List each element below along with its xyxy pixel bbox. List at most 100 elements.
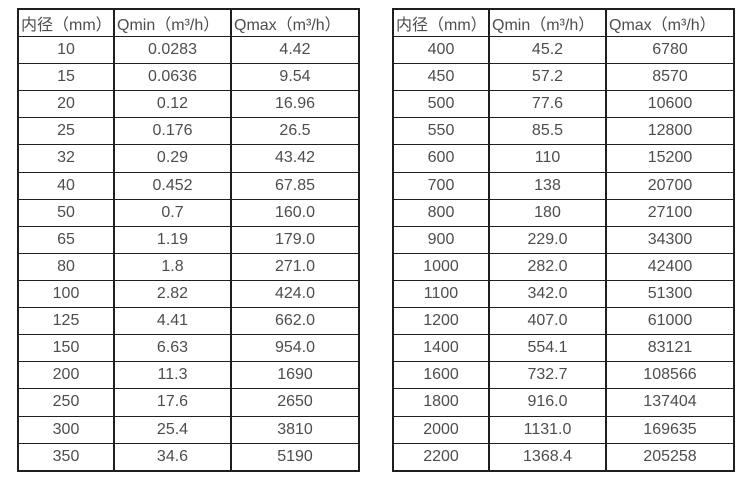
table-row: 80 1.8 271.0 (17, 252, 360, 281)
table-row: 20 0.12 16.96 (17, 90, 360, 119)
table-cell: 4.41 (113, 307, 232, 336)
table-cell: 550 (392, 117, 490, 146)
table-row: 1800 916.0 137404 (392, 388, 735, 417)
table-row: 150 6.63 954.0 (17, 334, 360, 363)
table-row: 40 0.452 67.85 (17, 171, 360, 200)
table-cell: 110 (488, 144, 607, 173)
table-row: 10 0.0283 4.42 (17, 35, 360, 65)
table-row: 200 11.3 1690 (17, 361, 360, 390)
table-row: 32 0.29 43.42 (17, 144, 360, 173)
table-cell: 57.2 (488, 63, 607, 92)
table-cell: 342.0 (488, 279, 607, 309)
table-row: 1400 554.1 83121 (392, 334, 735, 363)
table-cell: 300 (17, 415, 115, 444)
table-cell: 80 (17, 252, 115, 281)
table-cell: 45.2 (488, 35, 607, 65)
table-cell: 2.82 (113, 279, 232, 309)
table-row: 700 138 20700 (392, 171, 735, 200)
table-cell: 900 (392, 225, 490, 254)
table-row: 250 17.6 2650 (17, 388, 360, 417)
table-row: 600 110 15200 (392, 144, 735, 173)
table-cell: 0.29 (113, 144, 232, 173)
table-cell: 916.0 (488, 388, 607, 417)
table-cell: 51300 (605, 279, 735, 309)
table-cell: 954.0 (230, 334, 360, 363)
header-row: 内径（mm） Qmin（m³/h） Qmax（m³/h） (392, 8, 735, 37)
flow-table-right: 内径（mm） Qmin（m³/h） Qmax（m³/h） 400 45.2 6780 450… (392, 8, 735, 472)
table-cell: 1368.4 (488, 442, 607, 472)
table-cell: 20 (17, 90, 115, 119)
table-cell: 1100 (392, 279, 490, 309)
table-cell: 450 (392, 63, 490, 92)
table-cell: 1.8 (113, 252, 232, 281)
table-row: 900 229.0 34300 (392, 225, 735, 254)
table-row: 1600 732.7 108566 (392, 361, 735, 390)
table-cell: 65 (17, 225, 115, 254)
table-cell: 25 (17, 117, 115, 146)
table-row: 400 45.2 6780 (392, 35, 735, 65)
table-cell: 67.85 (230, 171, 360, 200)
table-row: 2200 1368.4 205258 (392, 442, 735, 472)
table-cell: 100 (17, 279, 115, 309)
table-cell: 500 (392, 90, 490, 119)
header-cell: 内径（mm） (17, 8, 115, 37)
table-cell: 400 (392, 35, 490, 65)
table-cell: 180 (488, 198, 607, 227)
table-cell: 662.0 (230, 307, 360, 336)
header-cell: Qmax（m³/h） (605, 8, 735, 37)
table-cell: 108566 (605, 361, 735, 390)
table-cell: 700 (392, 171, 490, 200)
table-cell: 407.0 (488, 307, 607, 336)
table-cell: 0.0283 (113, 35, 232, 65)
table-cell: 10600 (605, 90, 735, 119)
table-row: 800 180 27100 (392, 198, 735, 227)
table-row: 350 34.6 5190 (17, 442, 360, 472)
table-cell: 85.5 (488, 117, 607, 146)
table-cell: 42400 (605, 252, 735, 281)
table-cell: 160.0 (230, 198, 360, 227)
table-cell: 179.0 (230, 225, 360, 254)
table-cell: 43.42 (230, 144, 360, 173)
table-cell: 6.63 (113, 334, 232, 363)
table-cell: 15200 (605, 144, 735, 173)
table-cell: 8570 (605, 63, 735, 92)
table-cell: 34300 (605, 225, 735, 254)
table-cell: 61000 (605, 307, 735, 336)
table-cell: 2200 (392, 442, 490, 472)
table-cell: 3810 (230, 415, 360, 444)
header-cell: Qmax（m³/h） (230, 8, 360, 37)
table-cell: 32 (17, 144, 115, 173)
table-cell: 554.1 (488, 334, 607, 363)
table-row: 65 1.19 179.0 (17, 225, 360, 254)
table-row: 25 0.176 26.5 (17, 117, 360, 146)
table-cell: 0.452 (113, 171, 232, 200)
table-cell: 229.0 (488, 225, 607, 254)
table-cell: 77.6 (488, 90, 607, 119)
table-row: 550 85.5 12800 (392, 117, 735, 146)
table-cell: 20700 (605, 171, 735, 200)
table-cell: 1400 (392, 334, 490, 363)
table-cell: 17.6 (113, 388, 232, 417)
table-cell: 800 (392, 198, 490, 227)
table-row: 15 0.0636 9.54 (17, 63, 360, 92)
table-cell: 10 (17, 35, 115, 65)
header-cell: Qmin（m³/h） (113, 8, 232, 37)
flow-table-left: 内径（mm） Qmin（m³/h） Qmax（m³/h） 10 0.0283 4.42 15… (17, 8, 360, 472)
table-cell: 27100 (605, 198, 735, 227)
table-cell: 1131.0 (488, 415, 607, 444)
table-cell: 205258 (605, 442, 735, 472)
table-cell: 16.96 (230, 90, 360, 119)
table-cell: 250 (17, 388, 115, 417)
table-cell: 150 (17, 334, 115, 363)
table-cell: 12800 (605, 117, 735, 146)
table-cell: 0.0636 (113, 63, 232, 92)
header-row: 内径（mm） Qmin（m³/h） Qmax（m³/h） (17, 8, 360, 37)
table-cell: 1000 (392, 252, 490, 281)
table-row: 500 77.6 10600 (392, 90, 735, 119)
table-row: 1100 342.0 51300 (392, 279, 735, 309)
table-cell: 0.12 (113, 90, 232, 119)
table-cell: 2650 (230, 388, 360, 417)
table-cell: 6780 (605, 35, 735, 65)
table-cell: 0.176 (113, 117, 232, 146)
